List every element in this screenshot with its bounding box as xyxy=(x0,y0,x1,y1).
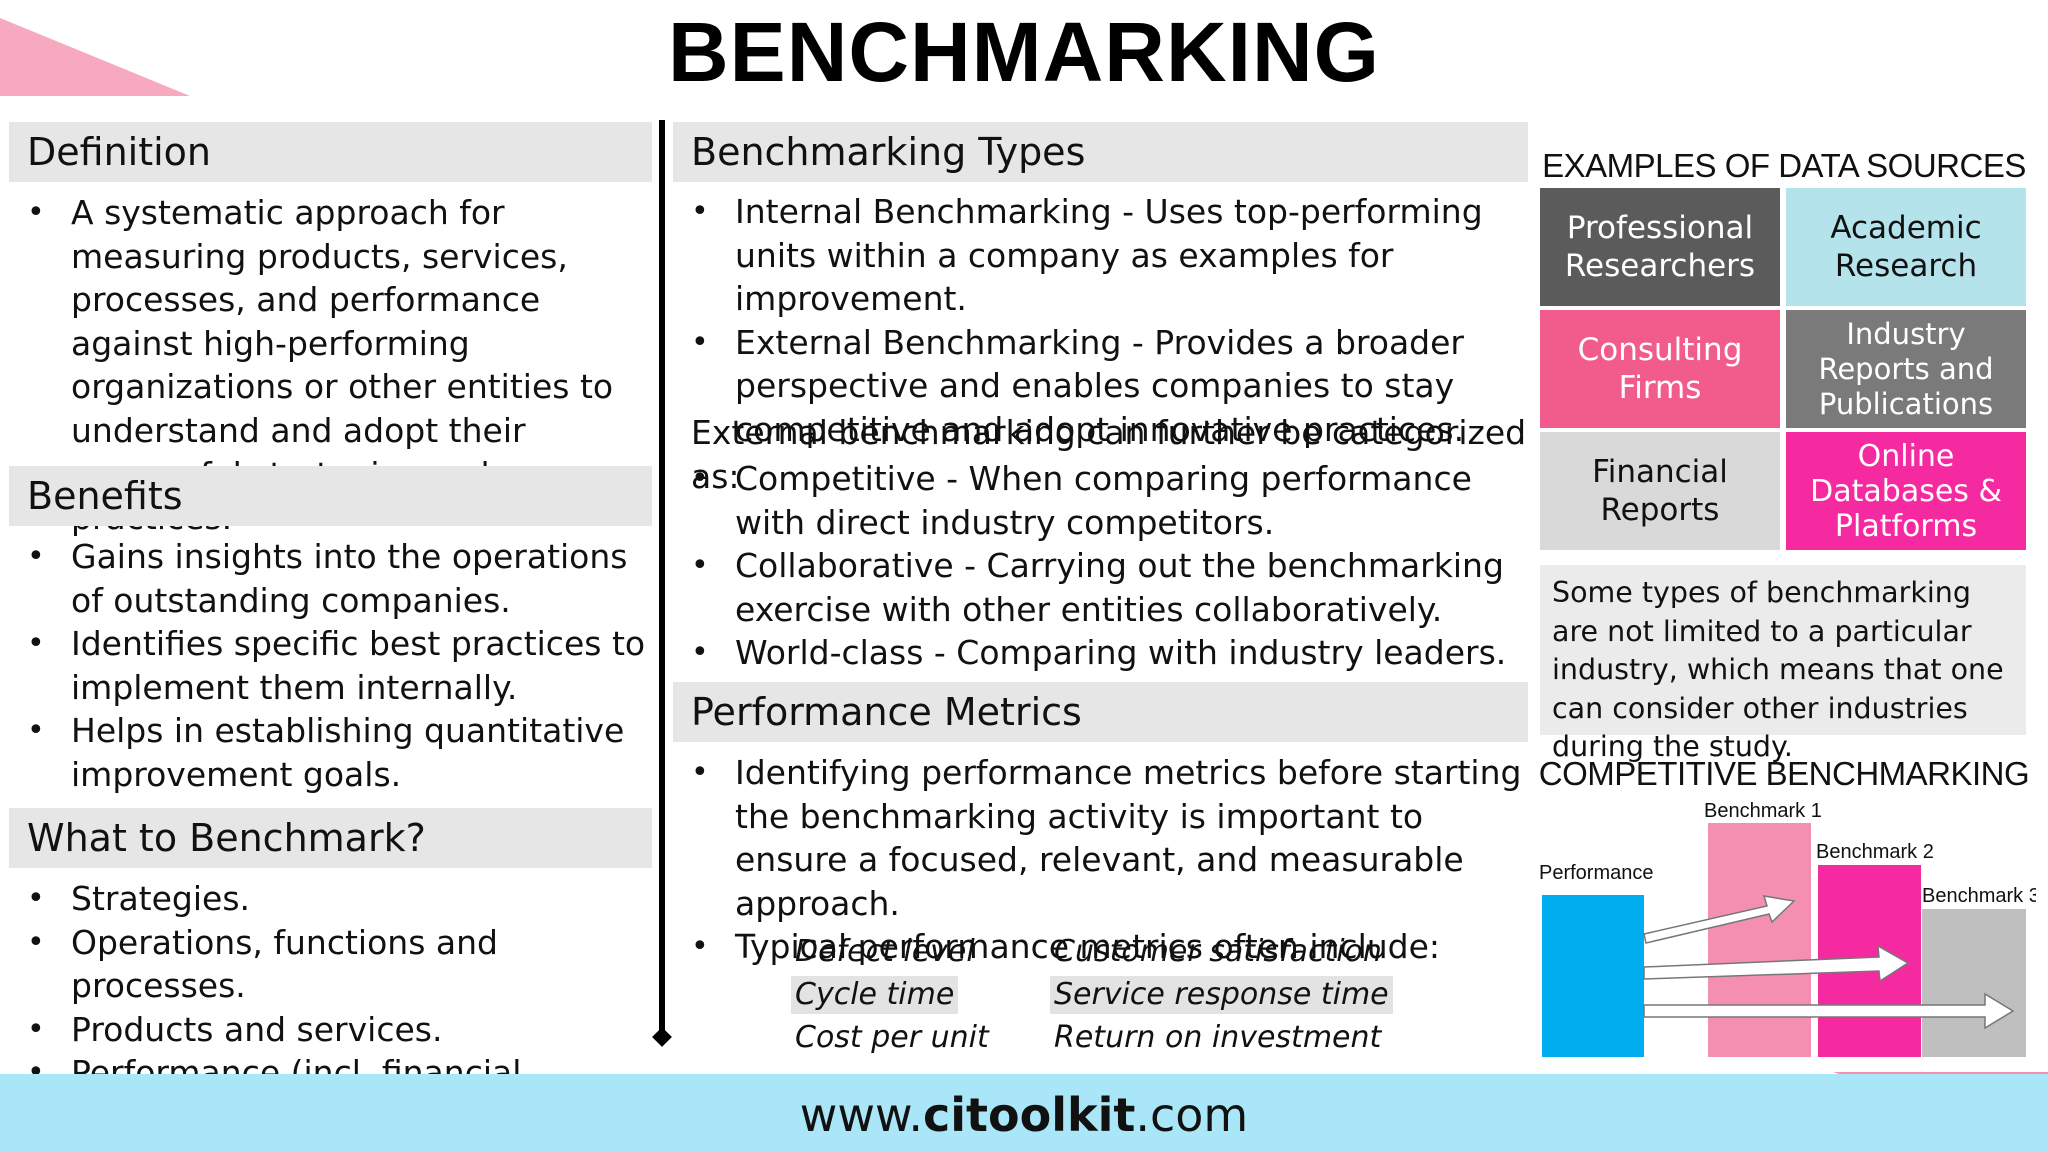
metric-customer-satisfaction: Customer satisfaction xyxy=(1054,934,1382,969)
arrow-to-benchmark-1 xyxy=(1643,895,1796,944)
footer-prefix: www. xyxy=(799,1088,924,1142)
metrics-heading: Performance Metrics xyxy=(673,682,1528,742)
metric-service-response-time: Service response time xyxy=(1050,976,1393,1014)
tile-consulting-firms: Consulting Firms xyxy=(1540,310,1780,428)
list-item: Identifying performance metrics before s… xyxy=(673,751,1528,925)
arrow-to-benchmark-3 xyxy=(1643,992,2015,1030)
label-performance: Performance xyxy=(1539,862,1654,884)
list-item: Helps in establishing quantitative impro… xyxy=(9,709,652,796)
label-benchmark-3: Benchmark 3 xyxy=(1922,885,2036,907)
types-list: Internal Benchmarking - Uses top-perform… xyxy=(673,190,1528,452)
metric-defect-level: Defect level xyxy=(795,934,975,969)
list-item: External Benchmarking - Provides a broad… xyxy=(673,321,1528,452)
list-item: Typical performance metrics often includ… xyxy=(673,925,1528,969)
data-sources-heading: EXAMPLES OF DATA SOURCES xyxy=(1542,147,2026,184)
tile-academic-research: Academic Research xyxy=(1786,188,2026,306)
label-benchmark-1: Benchmark 1 xyxy=(1704,800,1822,822)
competitive-benchmarking-heading: COMPETITIVE BENCHMARKING xyxy=(1538,755,2030,792)
column-divider-tip xyxy=(652,1027,672,1047)
metrics-list: Identifying performance metrics before s… xyxy=(673,751,1528,969)
list-item: Competitive - When comparing performance… xyxy=(673,457,1528,544)
tile-industry-reports: Industry Reports and Publications xyxy=(1786,310,2026,428)
benefits-list: Gains insights into the operations of ou… xyxy=(9,535,652,797)
what-to-benchmark-heading: What to Benchmark? xyxy=(9,808,652,868)
page-title: BENCHMARKING xyxy=(668,5,1380,99)
list-item: Operations, functions and processes. xyxy=(9,921,652,1008)
list-item: Strategies. xyxy=(9,877,652,921)
column-divider xyxy=(659,120,665,1038)
list-item: Internal Benchmarking - Uses top-perform… xyxy=(673,190,1528,321)
tile-financial-reports: Financial Reports xyxy=(1540,432,1780,550)
metric-cycle-time: Cycle time xyxy=(791,976,959,1014)
metric-cost-per-unit: Cost per unit xyxy=(795,1020,989,1055)
list-item: World-class - Comparing with industry le… xyxy=(673,631,1528,675)
footer-brand: citoolkit xyxy=(923,1088,1136,1142)
bar-benchmark-1 xyxy=(1708,823,1811,1057)
types-subheading: External benchmarking can further be cat… xyxy=(691,413,1527,496)
footer-website[interactable]: www.citoolkit.com xyxy=(0,1074,2048,1152)
list-item: Gains insights into the operations of ou… xyxy=(9,535,652,622)
types-heading: Benchmarking Types xyxy=(673,122,1528,182)
definition-heading: Definition xyxy=(9,122,652,182)
list-item: Identifies specific best practices to im… xyxy=(9,622,652,709)
arrow-to-benchmark-2 xyxy=(1643,944,1910,983)
corner-decoration-top-left xyxy=(0,18,190,96)
competitive-benchmarking-graphic: Performance Benchmark 1 Benchmark 2 Benc… xyxy=(1539,800,2036,1057)
bar-benchmark-3 xyxy=(1922,909,2026,1057)
list-item: Collaborative - Carrying out the benchma… xyxy=(673,544,1528,631)
list-item: Products and services. xyxy=(9,1008,652,1052)
label-benchmark-2: Benchmark 2 xyxy=(1816,841,1934,863)
data-sources-note: Some types of benchmarking are not limit… xyxy=(1540,565,2026,763)
tile-online-databases: Online Databases & Platforms xyxy=(1786,432,2026,550)
external-types-list: Competitive - When comparing performance… xyxy=(673,457,1528,675)
tile-professional-researchers: Professional Researchers xyxy=(1540,188,1780,306)
metric-return-on-investment: Return on investment xyxy=(1054,1020,1382,1055)
benefits-heading: Benefits xyxy=(9,466,652,526)
bar-performance xyxy=(1542,895,1644,1057)
footer-suffix: .com xyxy=(1135,1088,1249,1142)
